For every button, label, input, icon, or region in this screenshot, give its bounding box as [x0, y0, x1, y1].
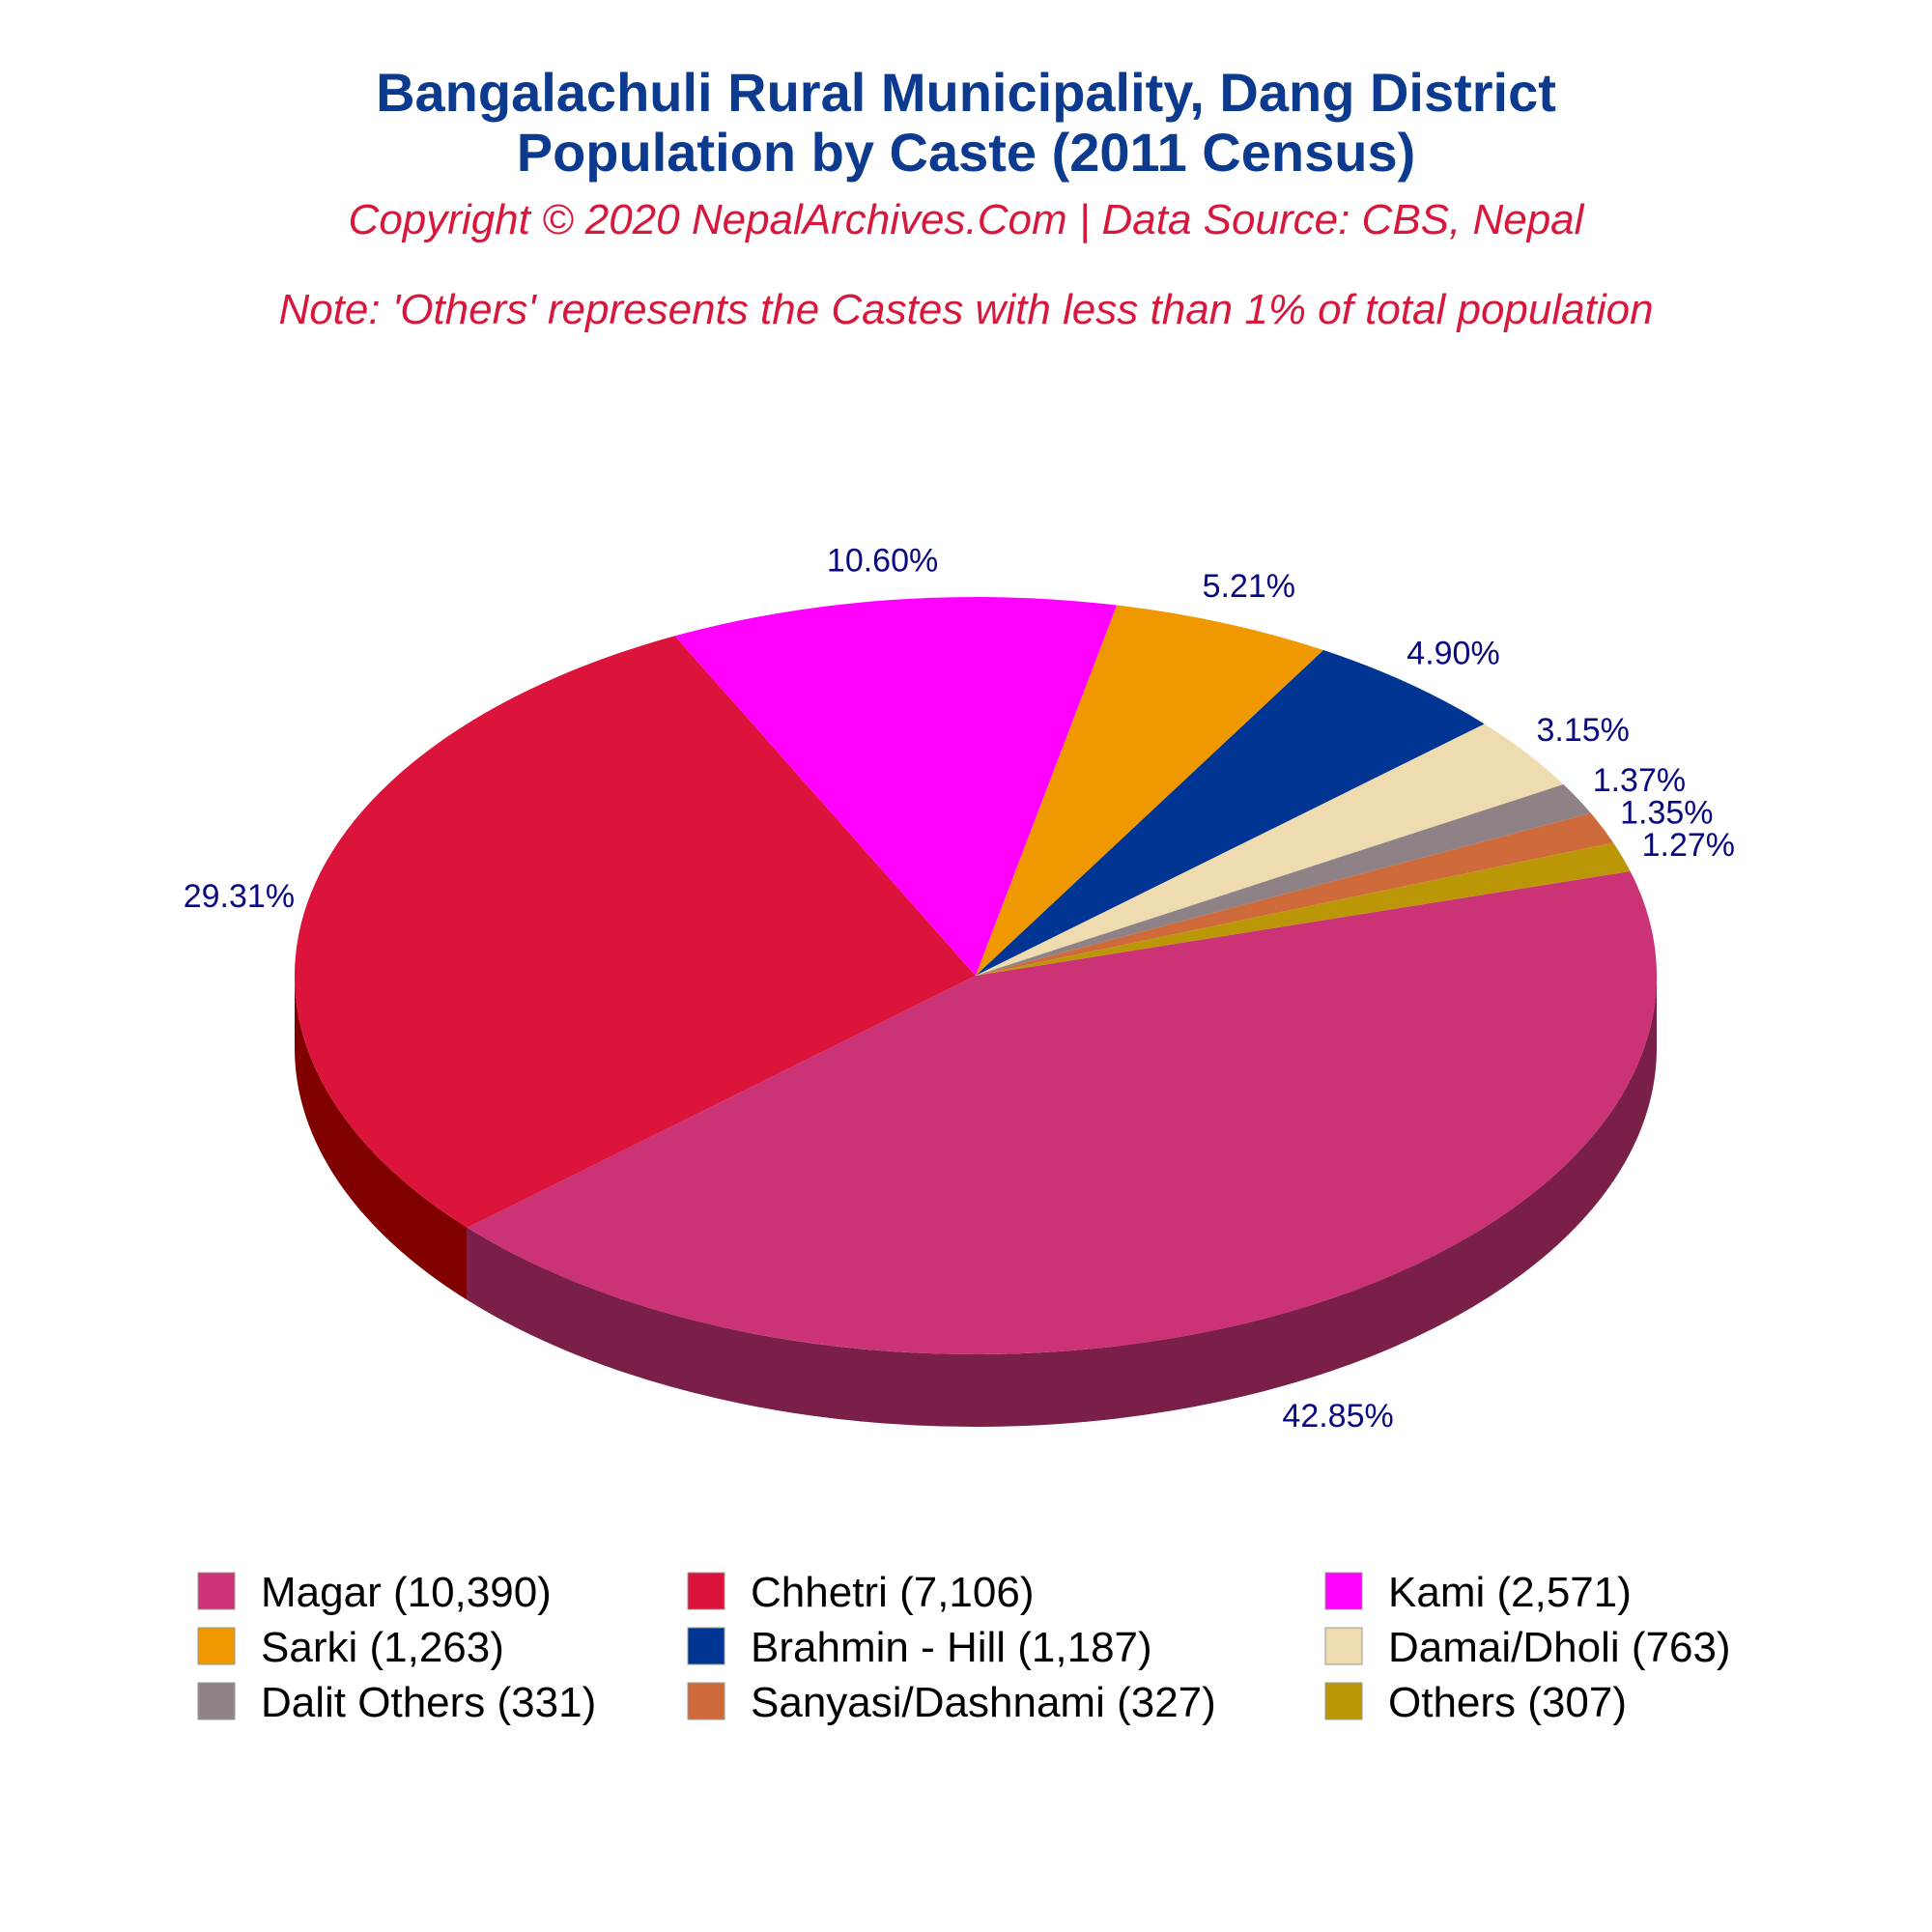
pie-slice-magar: [467, 870, 1658, 1355]
pie-depth-layer: [295, 976, 1657, 1428]
percent-label-dalit-others: 1.37%: [1593, 762, 1686, 799]
percent-label-others: 1.27%: [1642, 827, 1735, 864]
legend-item-others: Others (307): [1324, 1679, 1627, 1726]
pie-slice-dalit-others: [976, 784, 1591, 976]
percent-label-kami: 10.60%: [827, 542, 938, 579]
percent-label-brahmin-hill: 4.90%: [1406, 635, 1499, 671]
legend-label: Damai/Dholi (763): [1388, 1624, 1731, 1671]
legend-label: Sanyasi/Dashnami (327): [751, 1679, 1216, 1726]
legend-item-kami: Kami (2,571): [1324, 1569, 1632, 1616]
legend-item-magar: Magar (10,390): [197, 1569, 552, 1616]
percent-label-sarki: 5.21%: [1203, 568, 1295, 605]
legend-label: Kami (2,571): [1388, 1569, 1632, 1616]
percent-label-sanyasi-dashnami: 1.35%: [1620, 795, 1713, 832]
note-subtitle: Note: 'Others' represents the Castes wit…: [278, 286, 1653, 333]
pie-side-chhetri: [295, 976, 468, 1300]
legend-item-sanyasi-dashnami: Sanyasi/Dashnami (327): [687, 1679, 1216, 1726]
copyright-subtitle: Copyright © 2020 NepalArchives.Com | Dat…: [349, 196, 1585, 243]
legend-swatch: [197, 1682, 236, 1720]
percent-label-chhetri: 29.31%: [184, 878, 295, 915]
pie-slice-damai-dholi: [976, 724, 1564, 976]
legend-swatch: [197, 1627, 236, 1665]
legend-label: Chhetri (7,106): [751, 1569, 1034, 1616]
legend-label: Brahmin - Hill (1,187): [751, 1624, 1152, 1671]
pie-top-layer: [294, 596, 1658, 1355]
legend-item-chhetri: Chhetri (7,106): [687, 1569, 1034, 1616]
legend-swatch: [1324, 1682, 1363, 1720]
pie-slice-brahmin-hill: [976, 650, 1485, 976]
pie-slice-chhetri: [294, 636, 976, 1228]
percent-label-magar: 42.85%: [1282, 1398, 1393, 1435]
legend-label: Others (307): [1388, 1679, 1627, 1726]
legend-swatch: [687, 1572, 725, 1610]
legend-label: Magar (10,390): [261, 1569, 552, 1616]
legend-item-damai-dholi: Damai/Dholi (763): [1324, 1624, 1731, 1671]
pie-side-magar: [467, 976, 1657, 1428]
pie-slice-sanyasi-dashnami: [976, 812, 1614, 976]
legend-item-dalit-others: Dalit Others (331): [197, 1679, 596, 1726]
legend: Magar (10,390) Chhetri (7,106) Kami (2,571…: [197, 1569, 1731, 1726]
legend-swatch: [687, 1627, 725, 1665]
percent-labels: 42.85%29.31%10.60%5.21%4.90%3.15%1.37%1.…: [184, 542, 1735, 1435]
legend-item-sarki: Sarki (1,263): [197, 1624, 504, 1671]
pie-slice-sarki: [976, 605, 1324, 976]
legend-label: Sarki (1,263): [261, 1624, 504, 1671]
legend-label: Dalit Others (331): [261, 1679, 596, 1726]
legend-item-brahmin-hill: Brahmin - Hill (1,187): [687, 1624, 1152, 1671]
chart-title-line2: Population by Caste (2011 Census): [517, 122, 1415, 183]
pie-slice-others: [976, 842, 1631, 976]
pie-slice-kami: [674, 596, 1118, 976]
legend-swatch: [1324, 1627, 1363, 1665]
legend-swatch: [1324, 1572, 1363, 1610]
legend-swatch: [687, 1682, 725, 1720]
legend-swatch: [197, 1572, 236, 1610]
percent-label-damai-dholi: 3.15%: [1536, 712, 1629, 749]
chart-title-line1: Bangalachuli Rural Municipality, Dang Di…: [376, 62, 1556, 123]
